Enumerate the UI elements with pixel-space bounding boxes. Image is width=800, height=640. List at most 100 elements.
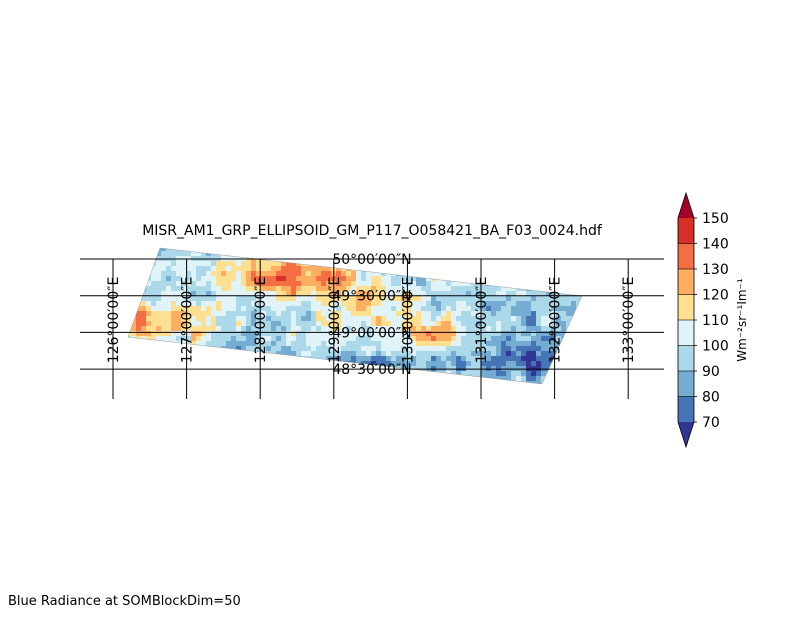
longitude-label: 133°00′00″E <box>621 277 637 364</box>
radiance-cell <box>286 306 292 312</box>
radiance-cell <box>546 301 552 307</box>
radiance-cell <box>141 361 147 367</box>
radiance-cell <box>336 326 342 332</box>
radiance-cell <box>316 376 322 382</box>
radiance-cell <box>496 341 502 347</box>
radiance-cell <box>391 306 397 312</box>
radiance-cell <box>351 341 357 347</box>
radiance-cell <box>146 306 152 312</box>
radiance-cell <box>241 351 247 357</box>
radiance-cell <box>181 326 187 332</box>
radiance-cell <box>241 261 247 267</box>
radiance-cell <box>531 276 537 282</box>
radiance-cell <box>128 381 132 384</box>
radiance-cell <box>471 311 477 317</box>
radiance-cell <box>416 296 422 302</box>
radiance-cell <box>186 311 192 317</box>
radiance-cell <box>286 326 292 332</box>
radiance-cell <box>546 381 552 384</box>
radiance-cell <box>496 331 502 337</box>
radiance-cell <box>216 248 222 252</box>
radiance-cell <box>326 248 332 252</box>
radiance-cell <box>391 286 397 292</box>
radiance-cell <box>551 351 557 357</box>
radiance-cell <box>406 306 412 312</box>
radiance-cell <box>251 326 257 332</box>
radiance-cell <box>311 321 317 327</box>
radiance-cell <box>241 356 247 362</box>
radiance-cell <box>206 321 212 327</box>
radiance-cell <box>251 281 257 287</box>
radiance-cell <box>451 296 457 302</box>
radiance-cell <box>241 376 247 382</box>
radiance-cell <box>391 271 397 277</box>
radiance-cell <box>256 326 262 332</box>
radiance-cell <box>551 251 557 257</box>
radiance-cell <box>371 356 377 362</box>
radiance-cell <box>366 271 372 277</box>
radiance-cell <box>271 291 277 297</box>
radiance-cell <box>271 321 277 327</box>
radiance-cell <box>301 306 307 312</box>
radiance-cell <box>496 301 502 307</box>
radiance-cell <box>486 326 492 332</box>
radiance-cell <box>441 261 447 267</box>
radiance-cell <box>491 248 497 252</box>
radiance-cell <box>321 326 327 332</box>
radiance-cell <box>316 341 322 347</box>
radiance-cell <box>446 351 452 357</box>
radiance-cell <box>366 336 372 342</box>
radiance-cell <box>311 248 317 252</box>
radiance-cell <box>571 376 577 382</box>
radiance-cell <box>511 351 517 357</box>
radiance-cell <box>566 346 572 352</box>
radiance-cell <box>426 371 432 377</box>
radiance-cell <box>516 251 522 257</box>
radiance-cell <box>491 291 497 297</box>
radiance-cell <box>546 266 552 272</box>
radiance-cell <box>261 286 267 292</box>
radiance-cell <box>321 381 327 384</box>
radiance-cell <box>416 281 422 287</box>
radiance-cell <box>336 306 342 312</box>
radiance-cell <box>541 371 547 377</box>
radiance-cell <box>476 346 482 352</box>
radiance-cell <box>496 251 502 257</box>
radiance-cell <box>206 306 212 312</box>
radiance-cell <box>396 306 402 312</box>
radiance-cell <box>451 276 457 282</box>
radiance-cell <box>406 381 412 384</box>
radiance-cell <box>271 248 277 252</box>
radiance-cell <box>491 361 497 367</box>
radiance-cell <box>476 356 482 362</box>
radiance-cell <box>131 266 137 272</box>
radiance-cell <box>541 271 547 277</box>
radiance-cell <box>321 336 327 342</box>
radiance-cell <box>281 356 287 362</box>
radiance-cell <box>216 326 222 332</box>
colorbar-tick-label: 110 <box>702 313 729 329</box>
radiance-cell <box>136 356 142 362</box>
radiance-cell <box>486 371 492 377</box>
radiance-cell <box>516 291 522 297</box>
radiance-cell <box>416 316 422 322</box>
radiance-cell <box>286 251 292 257</box>
radiance-cell <box>261 311 267 317</box>
radiance-cell <box>281 296 287 302</box>
radiance-cell <box>151 381 157 384</box>
radiance-cell <box>261 248 267 252</box>
radiance-cell <box>346 331 352 337</box>
radiance-cell <box>506 371 512 377</box>
radiance-cell <box>501 286 507 292</box>
radiance-cell <box>576 356 582 362</box>
radiance-cell <box>336 301 342 307</box>
radiance-cell <box>446 321 452 327</box>
radiance-cell <box>301 266 307 272</box>
radiance-cell <box>236 276 242 282</box>
radiance-cell <box>161 336 167 342</box>
radiance-cell <box>311 311 317 317</box>
radiance-cell <box>351 356 357 362</box>
radiance-cell <box>411 291 417 297</box>
radiance-cell <box>456 286 462 292</box>
radiance-cell <box>321 251 327 257</box>
